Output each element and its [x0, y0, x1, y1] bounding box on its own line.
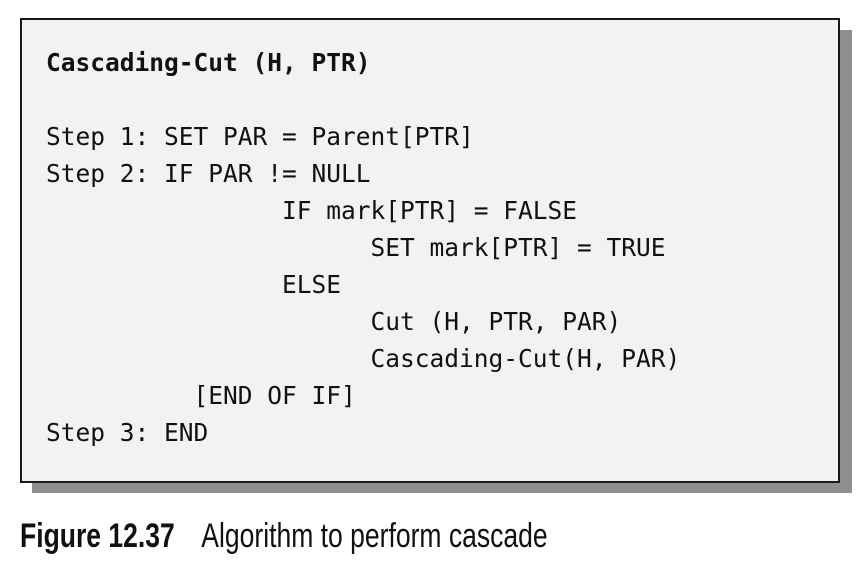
algorithm-title: Cascading-Cut (H, PTR): [46, 48, 371, 77]
algorithm-box: Cascading-Cut (H, PTR) Step 1: SET PAR =…: [20, 18, 840, 483]
algorithm-if-mark-false: IF mark[PTR] = FALSE: [46, 196, 578, 225]
algorithm-set-mark-true: SET mark[PTR] = TRUE: [46, 233, 666, 262]
algorithm-end-of-if: [END OF IF]: [46, 381, 356, 410]
algorithm-step-3: Step 3: END: [46, 418, 209, 447]
figure-caption: Figure 12.37 Algorithm to perform cascade: [20, 512, 548, 560]
figure-caption-text: Algorithm to perform cascade: [201, 517, 548, 555]
algorithm-cascading-cut-call: Cascading-Cut(H, PAR): [46, 344, 681, 373]
algorithm-else: ELSE: [46, 270, 342, 299]
algorithm-code: Cascading-Cut (H, PTR) Step 1: SET PAR =…: [46, 44, 680, 451]
figure-caption-label: Figure 12.37: [20, 517, 175, 555]
algorithm-step-1: Step 1: SET PAR = Parent[PTR]: [46, 122, 474, 151]
algorithm-cut-call: Cut (H, PTR, PAR): [46, 307, 622, 336]
algorithm-step-2: Step 2: IF PAR != NULL: [46, 159, 371, 188]
